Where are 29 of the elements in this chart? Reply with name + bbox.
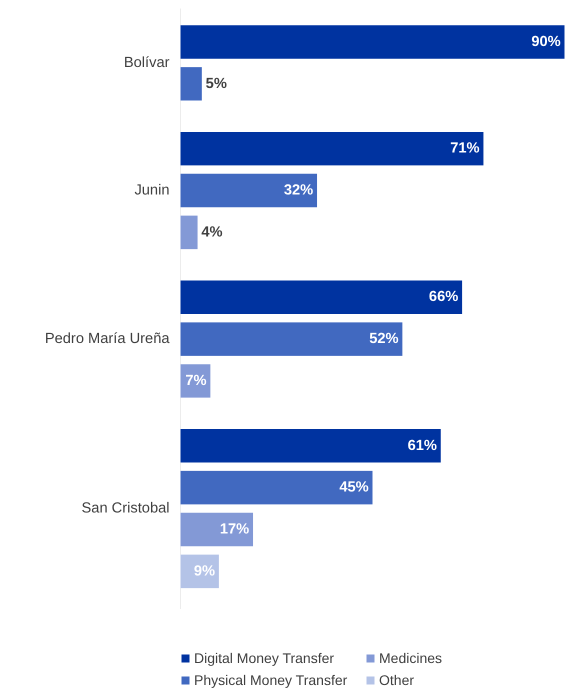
bar	[180, 132, 484, 166]
data-label: 4%	[201, 224, 223, 240]
bar	[180, 322, 402, 356]
bar	[180, 470, 372, 504]
bar	[180, 554, 219, 588]
bar	[180, 280, 462, 314]
y-tick-label: Junin	[134, 182, 170, 199]
legend-label: Digital Money Transfer	[194, 650, 336, 666]
data-label: 45%	[339, 480, 369, 496]
legend-label: Medicines	[379, 650, 444, 666]
data-label: 52%	[369, 331, 399, 348]
data-label: 32%	[284, 182, 314, 199]
y-tick-label: San Cristobal	[82, 500, 170, 517]
bar	[180, 429, 441, 463]
data-label: 17%	[220, 521, 250, 538]
data-label: 61%	[408, 438, 437, 454]
legend-label: Physical Money Transfer	[194, 672, 348, 688]
data-label: 90%	[531, 34, 561, 50]
data-label: 7%	[185, 372, 207, 389]
y-tick-label: Pedro María Ureña	[44, 331, 170, 348]
y-tick-label: Bolívar	[124, 54, 170, 71]
data-label: 66%	[428, 289, 458, 306]
bar	[180, 216, 198, 250]
legend-label: Other	[379, 672, 416, 688]
data-label: 5%	[206, 76, 227, 92]
bar	[180, 512, 254, 546]
data-label: 71%	[450, 140, 480, 157]
data-label: 9%	[194, 563, 216, 580]
bar	[180, 174, 318, 208]
